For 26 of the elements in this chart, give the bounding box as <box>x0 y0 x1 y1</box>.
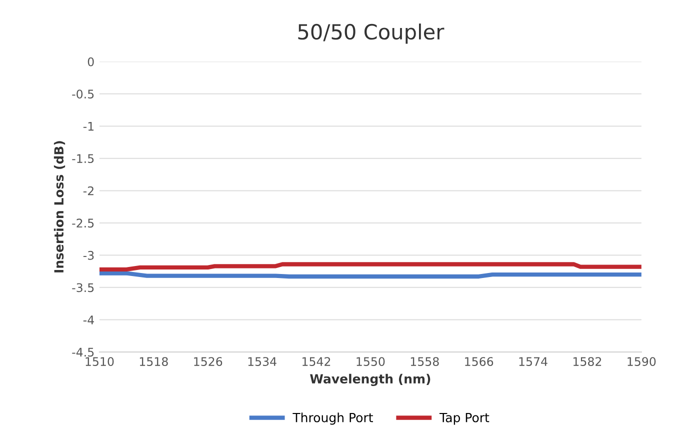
x-tick-label: 1582 <box>573 357 602 366</box>
x-axis-title: Wavelength (nm) <box>310 374 430 386</box>
y-tick-label: -1 <box>83 122 94 131</box>
x-tick-label: 1526 <box>194 357 222 366</box>
chart-title: 50/50 Coupler <box>298 24 444 44</box>
y-tick-label: -4 <box>83 316 94 324</box>
x-tick-label: 1574 <box>519 357 548 366</box>
legend-label: Through Port <box>292 412 373 425</box>
y-axis-title: Insertion Loss (dB) <box>54 141 66 272</box>
y-tick-label: -3 <box>83 250 94 260</box>
x-tick-label: 1558 <box>410 357 439 366</box>
x-tick-label: 1510 <box>86 357 114 366</box>
x-tick-label: 1534 <box>248 357 276 366</box>
y-tick-label: -2 <box>83 186 94 196</box>
y-tick-label: -1.5 <box>72 154 94 164</box>
legend-label: Tap Port <box>439 413 490 425</box>
x-tick-label: 1566 <box>465 357 494 366</box>
y-tick-label: -3.5 <box>72 283 94 292</box>
y-tick-label: -2.5 <box>72 218 94 228</box>
y-tick-label: -0.5 <box>72 90 94 99</box>
y-tick-label: 0 <box>88 57 94 66</box>
x-tick-label: 1550 <box>356 357 385 366</box>
x-tick-label: 1518 <box>140 357 168 366</box>
y-tick-label: -4.5 <box>72 348 94 357</box>
x-tick-label: 1542 <box>302 357 330 366</box>
x-tick-label: 1590 <box>628 357 656 366</box>
